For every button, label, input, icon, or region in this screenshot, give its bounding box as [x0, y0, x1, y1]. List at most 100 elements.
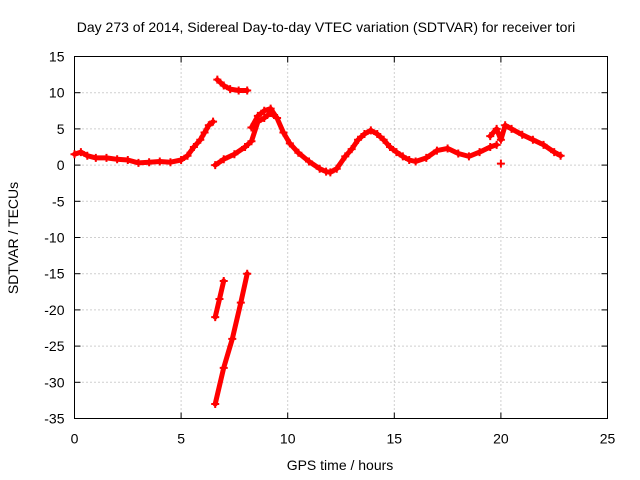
data-point [134, 158, 143, 167]
data-point [496, 135, 505, 144]
data-point [83, 151, 92, 160]
data-point [177, 156, 186, 165]
data-point [556, 151, 565, 160]
data-point [285, 139, 294, 148]
data-point [392, 148, 401, 157]
data-point [219, 155, 228, 164]
y-tick-label: -15 [44, 266, 64, 282]
data-point [266, 104, 275, 113]
data-point [294, 148, 303, 157]
y-axis-label: SDTVAR / TECUs [5, 182, 21, 294]
data-point [247, 137, 256, 146]
y-tick-label: 5 [57, 121, 65, 137]
data-point [213, 75, 222, 84]
data-point [366, 126, 375, 135]
data-point [492, 124, 501, 133]
x-tick-label: 20 [493, 431, 509, 447]
y-tick-label: -20 [44, 302, 64, 318]
data-point [332, 164, 341, 173]
x-tick-label: 10 [280, 431, 296, 447]
data-series [70, 75, 565, 409]
data-point [432, 146, 441, 155]
data-point [204, 121, 213, 130]
data-point [226, 85, 235, 94]
data-point [373, 129, 382, 138]
data-point [155, 157, 164, 166]
data-point [243, 269, 252, 278]
data-point [209, 117, 218, 126]
data-point [305, 157, 314, 166]
x-tick-label: 15 [387, 431, 403, 447]
data-point [183, 151, 192, 160]
main-band-group [211, 108, 501, 177]
data-point [70, 150, 79, 159]
outlier-points-group [496, 159, 505, 168]
data-point [347, 145, 356, 154]
x-axis-tick-labels: 0 5 10 15 20 25 [71, 431, 616, 447]
data-point [91, 153, 100, 162]
right-segment-group [486, 121, 565, 160]
y-tick-label: 15 [49, 49, 65, 65]
data-point [326, 168, 335, 177]
data-point [219, 363, 228, 372]
data-point [405, 156, 414, 165]
data-point [196, 135, 205, 144]
data-point [398, 152, 407, 161]
data-point [496, 159, 505, 168]
data-point [211, 161, 220, 170]
data-point [228, 334, 237, 343]
data-point [219, 81, 228, 90]
peak-cluster-group [247, 104, 282, 132]
plot-frame [74, 56, 608, 419]
data-point [247, 123, 256, 132]
data-point [443, 144, 452, 153]
data-point [260, 106, 269, 115]
data-point [411, 157, 420, 166]
main-band-group [70, 117, 218, 167]
data-point [354, 135, 363, 144]
data-point [243, 86, 252, 95]
y-tick-label: -30 [44, 374, 64, 390]
y-axis-tick-labels: 15 10 5 0 -5 -10 -15 -20 -25 -30 -35 [44, 49, 64, 427]
data-point [166, 158, 175, 167]
chart-title: Day 273 of 2014, Sidereal Day-to-day VTE… [77, 19, 576, 35]
y-tick-label: 0 [57, 157, 65, 173]
data-point [422, 153, 431, 162]
data-point [253, 111, 262, 120]
x-tick-label: 5 [177, 431, 185, 447]
data-point [492, 140, 501, 149]
data-point [230, 150, 239, 159]
data-point [113, 155, 122, 164]
data-point [379, 135, 388, 144]
data-point [273, 114, 282, 123]
data-point [550, 148, 559, 157]
data-point [102, 153, 111, 162]
data-point [528, 135, 537, 144]
data-point [234, 86, 243, 95]
x-tick-label: 25 [600, 431, 616, 447]
data-point [219, 276, 228, 285]
data-point [386, 143, 395, 151]
y-tick-label: -25 [44, 338, 64, 354]
data-point [200, 128, 209, 137]
x-axis-label: GPS time / hours [287, 457, 394, 473]
grid [74, 56, 608, 419]
data-point [501, 121, 510, 130]
data-point [360, 129, 369, 138]
data-point [76, 148, 85, 157]
y-tick-label: 10 [49, 85, 65, 101]
y-tick-label: -10 [44, 230, 64, 246]
y-tick-label: -35 [44, 411, 64, 427]
data-point [464, 152, 473, 161]
data-point [454, 149, 463, 158]
data-point [211, 313, 220, 322]
data-point [215, 295, 224, 304]
data-point [236, 298, 245, 307]
axis-ticks [74, 56, 608, 419]
data-point [486, 143, 495, 151]
data-point [486, 132, 495, 141]
arc-top-group [213, 75, 252, 95]
data-point [475, 148, 484, 157]
right-segment-band [487, 122, 564, 159]
